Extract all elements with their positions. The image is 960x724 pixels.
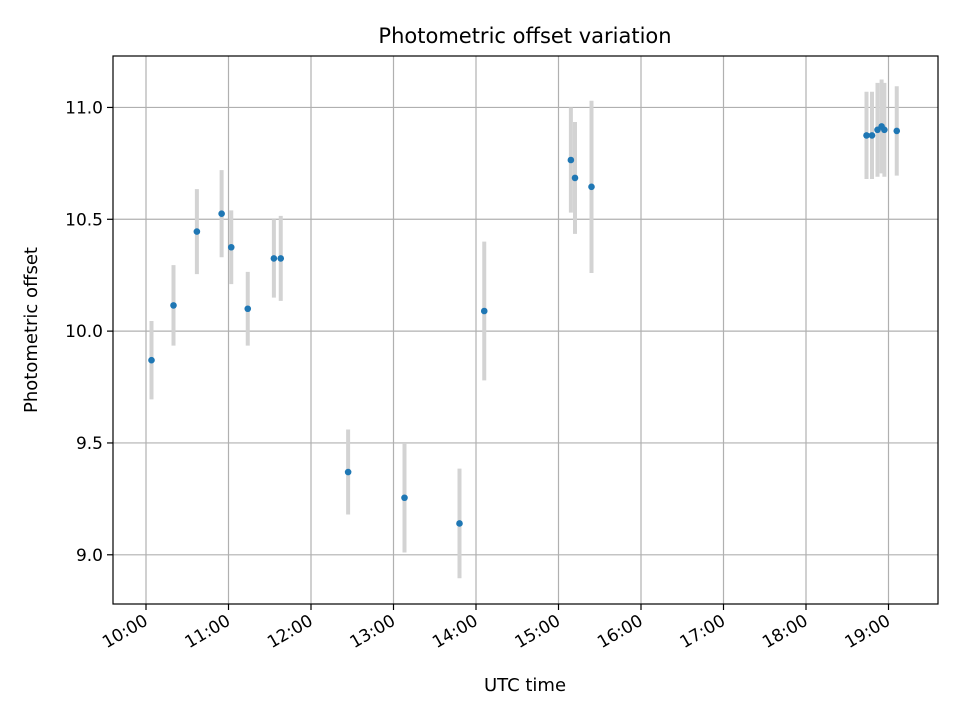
data-point — [881, 126, 888, 134]
y-tick-label: 10.5 — [65, 210, 103, 230]
data-point — [270, 255, 278, 262]
data-point — [456, 520, 463, 527]
data-point — [170, 302, 177, 309]
data-point — [571, 174, 579, 182]
data-point — [277, 255, 285, 262]
data-point — [868, 132, 876, 139]
plot-frame — [112, 55, 939, 605]
y-axis-title: Photometric offset — [21, 247, 42, 413]
y-tick-label: 10.0 — [65, 322, 103, 342]
x-axis-title: UTC time — [484, 675, 566, 696]
y-tick-label: 11.0 — [65, 98, 103, 118]
data-point — [344, 468, 352, 476]
data-point — [588, 183, 595, 191]
data-point — [893, 127, 901, 135]
grid-layer — [113, 56, 938, 604]
y-tick-label: 9.5 — [76, 434, 103, 454]
data-point — [193, 228, 201, 235]
data-point — [480, 307, 488, 315]
data-point — [567, 156, 575, 164]
data-point — [148, 356, 155, 364]
data-point — [218, 210, 225, 217]
chart-title: Photometric offset variation — [378, 24, 671, 48]
y-tick-label: 9.0 — [76, 546, 103, 566]
data-point — [244, 305, 252, 313]
point-layer — [148, 123, 901, 527]
data-point — [863, 132, 870, 139]
data-point — [227, 243, 235, 251]
data-point — [401, 494, 408, 502]
